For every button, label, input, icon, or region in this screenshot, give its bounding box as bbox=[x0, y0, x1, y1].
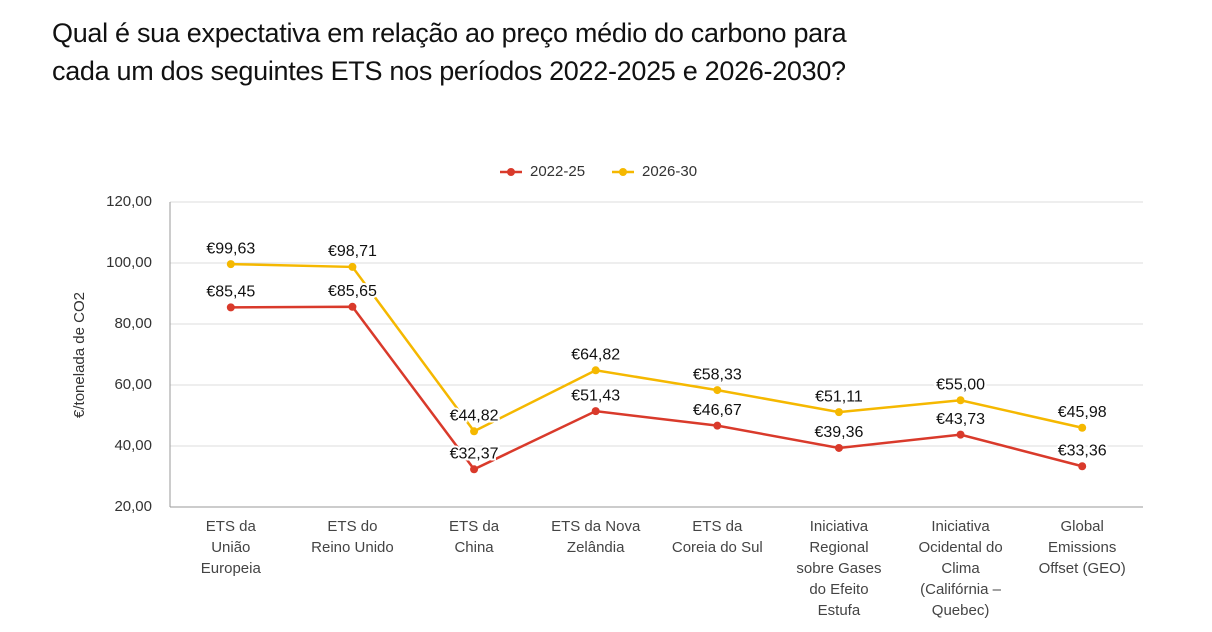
point bbox=[713, 421, 722, 430]
point bbox=[1078, 462, 1087, 471]
y-axis-label: €/tonelada de CO2 bbox=[71, 292, 88, 418]
value-label: €39,36 bbox=[814, 424, 863, 441]
series-line bbox=[230, 262, 1083, 433]
y-tick-label: 40,00 bbox=[114, 437, 152, 454]
point bbox=[834, 408, 843, 417]
value-label: €32,37 bbox=[450, 445, 499, 462]
value-label: €33,36 bbox=[1058, 442, 1107, 459]
value-label: €43,73 bbox=[936, 411, 985, 428]
point bbox=[956, 396, 965, 405]
legend-label: 2022-25 bbox=[530, 163, 585, 180]
series-line bbox=[230, 305, 1083, 471]
value-label: €64,82 bbox=[571, 347, 620, 364]
point bbox=[470, 427, 479, 436]
legend-marker bbox=[619, 168, 627, 176]
point bbox=[470, 465, 479, 474]
x-tick-label: ETS da União Europeia bbox=[200, 518, 261, 577]
chart-title: Qual é sua expectativa em relação ao pre… bbox=[52, 18, 847, 86]
point bbox=[226, 303, 235, 312]
value-label: €85,45 bbox=[206, 284, 255, 301]
value-label: €85,65 bbox=[328, 283, 377, 300]
value-label: €44,82 bbox=[450, 408, 499, 425]
x-tick-label: Iniciativa Ocidental do Clima (Califórni… bbox=[918, 518, 1003, 619]
x-tick-label: ETS da Coreia do Sul bbox=[671, 518, 763, 556]
value-label: €98,71 bbox=[328, 243, 377, 260]
x-tick-label: Iniciativa Regional sobre Gases do Efeit… bbox=[796, 518, 882, 619]
value-label: €58,33 bbox=[693, 366, 742, 383]
value-label: €55,00 bbox=[936, 376, 985, 393]
value-label: €45,98 bbox=[1058, 404, 1107, 421]
value-label: €46,67 bbox=[693, 402, 742, 419]
point bbox=[1078, 423, 1087, 432]
y-tick-label: 100,00 bbox=[106, 254, 152, 271]
y-tick-label: 60,00 bbox=[114, 376, 152, 393]
y-tick-label: 20,00 bbox=[114, 498, 152, 515]
x-tick-label: Global Emissions Offset (GEO) bbox=[1038, 518, 1126, 577]
value-label: €99,63 bbox=[206, 240, 255, 257]
point bbox=[348, 302, 357, 311]
point bbox=[591, 366, 600, 375]
point bbox=[591, 407, 600, 416]
point bbox=[834, 443, 843, 452]
legend-marker bbox=[507, 168, 515, 176]
point bbox=[348, 262, 357, 271]
y-tick-label: 80,00 bbox=[114, 315, 152, 332]
x-tick-label: ETS da China bbox=[449, 518, 500, 556]
x-tick-label: ETS da Nova Zelândia bbox=[551, 518, 641, 556]
point bbox=[956, 430, 965, 439]
point bbox=[713, 386, 722, 395]
point bbox=[226, 260, 235, 269]
x-tick-label: ETS do Reino Unido bbox=[311, 518, 394, 556]
value-label: €51,11 bbox=[815, 388, 863, 405]
y-tick-label: 120,00 bbox=[106, 193, 152, 210]
value-label: €51,43 bbox=[571, 387, 620, 404]
legend-label: 2026-30 bbox=[642, 163, 697, 180]
